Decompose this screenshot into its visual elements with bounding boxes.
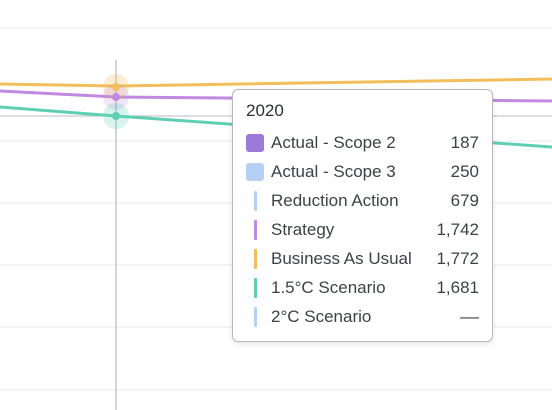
tooltip-row-label: Actual - Scope 2	[271, 132, 396, 152]
series-line-business-as-usual	[0, 77, 552, 88]
tooltip-row-business-as-usual: Business As Usual 1,772	[246, 244, 479, 273]
tooltip-row-label: 2°C Scenario	[271, 306, 372, 326]
hover-point-strategy	[112, 93, 120, 101]
tooltip-row-label: Actual - Scope 3	[271, 161, 396, 181]
legend-swatch-reduction-action	[254, 190, 257, 211]
tooltip-row-label: Business As Usual	[271, 248, 412, 268]
legend-swatch-business-as-usual	[254, 248, 257, 269]
tooltip-row-strategy: Strategy 1,742	[246, 215, 479, 244]
legend-swatch-actual-scope-3	[246, 162, 264, 181]
legend-swatch-actual-scope-2	[246, 133, 264, 152]
tooltip-row-value: 1,772	[436, 248, 479, 268]
hover-markers	[103, 74, 129, 129]
tooltip-row-label: Strategy	[271, 219, 335, 239]
tooltip-row-2c-scenario: 2°C Scenario ––	[246, 302, 479, 331]
tooltip-row-label: 1.5°C Scenario	[271, 277, 386, 297]
tooltip-row-value: ––	[460, 306, 479, 326]
tooltip-title: 2020	[246, 101, 284, 120]
tooltip-row-value: 187	[450, 132, 479, 152]
hover-point-1-5c-scenario	[112, 112, 120, 120]
tooltip-row-value: 250	[450, 161, 479, 181]
chart-tooltip: 2020 Actual - Scope 2 187 Actual - Scope…	[232, 89, 493, 342]
tooltip-row-value: 1,681	[436, 277, 479, 297]
tooltip-row-label: Reduction Action	[271, 190, 399, 210]
tooltip-row-value: 679	[450, 190, 479, 210]
tooltip-row-1-5c-scenario: 1.5°C Scenario 1,681	[246, 273, 479, 302]
tooltip-row-actual-scope-2: Actual - Scope 2 187	[246, 128, 479, 157]
tooltip-row-value: 1,742	[436, 219, 479, 239]
hover-point-business-as-usual	[112, 83, 120, 91]
tooltip-row-actual-scope-3: Actual - Scope 3 250	[246, 157, 479, 186]
legend-swatch-2c-scenario	[254, 306, 257, 327]
tooltip-row-reduction-action: Reduction Action 679	[246, 186, 479, 215]
legend-swatch-1-5c-scenario	[254, 277, 257, 298]
legend-swatch-strategy	[254, 219, 257, 240]
